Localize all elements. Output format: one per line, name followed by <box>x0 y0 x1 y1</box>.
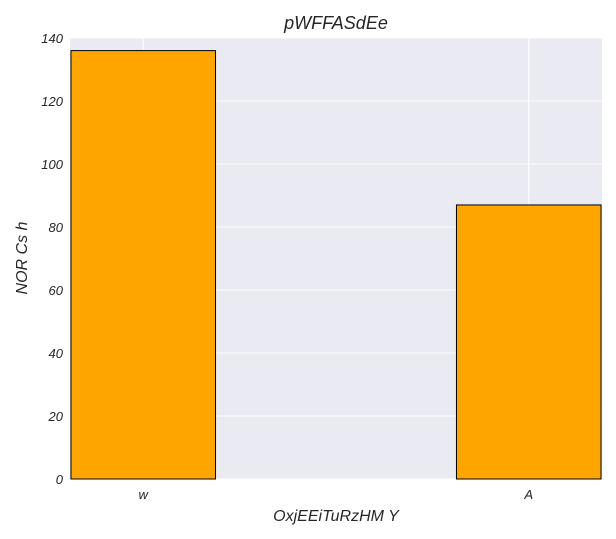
y-axis-ticks: 0 20 40 60 80 100 120 140 <box>41 31 63 487</box>
x-tick-label: A <box>523 487 533 502</box>
y-tick-label: 60 <box>49 283 64 298</box>
x-axis-label: OxjEEiTuRzHM Y <box>273 508 400 525</box>
y-tick-label: 20 <box>48 409 64 424</box>
bars <box>70 50 602 480</box>
y-axis-label: NOR Cs h <box>14 221 31 294</box>
x-tick-label: w <box>139 487 150 502</box>
y-tick-label: 120 <box>41 94 63 109</box>
bar-A <box>455 204 602 480</box>
y-tick-label: 0 <box>56 472 64 487</box>
bar-w <box>70 50 217 480</box>
y-tick-label: 100 <box>41 157 63 172</box>
y-tick-label: 140 <box>41 31 63 46</box>
y-tick-label: 80 <box>49 220 64 235</box>
chart-title: pWFFASdEe <box>283 13 388 33</box>
y-tick-label: 40 <box>49 346 64 361</box>
